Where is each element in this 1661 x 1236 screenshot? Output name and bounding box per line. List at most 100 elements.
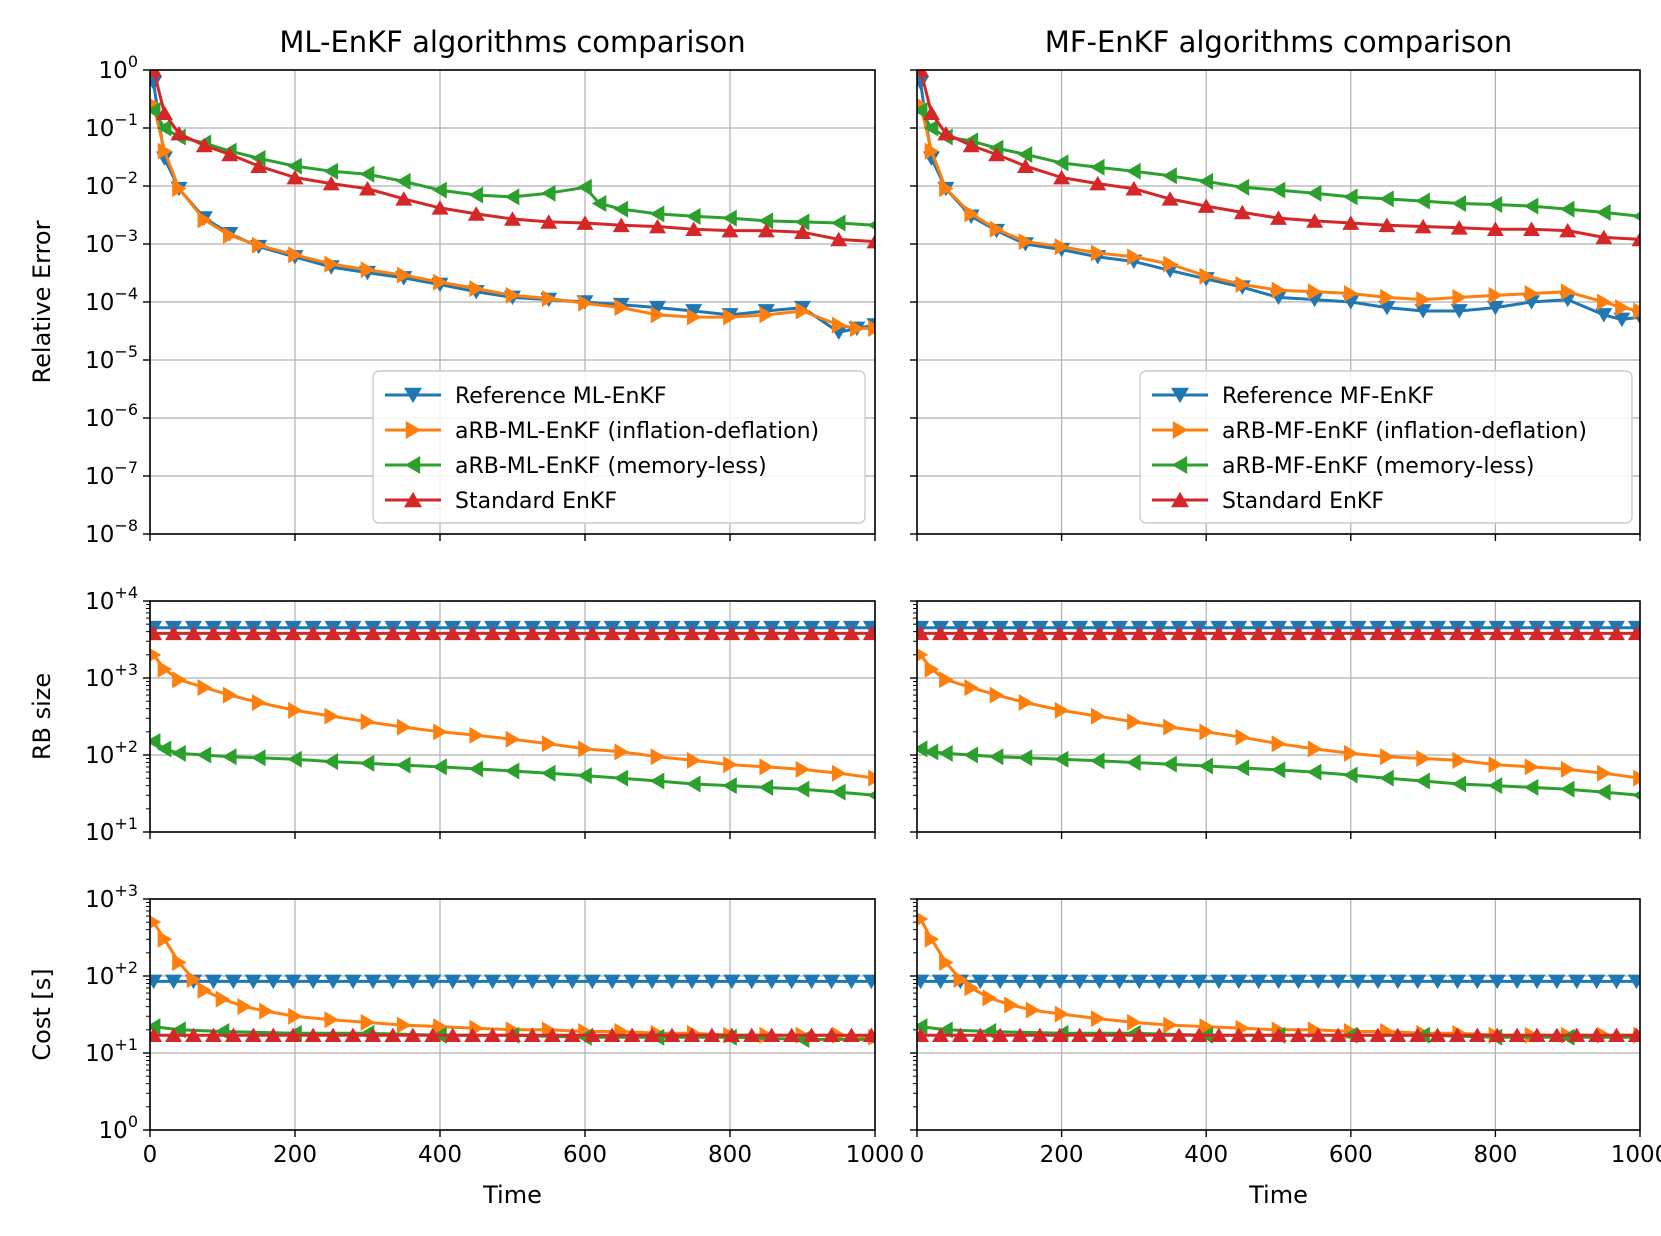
legend-label: aRB-MF-EnKF (memory-less) bbox=[1222, 454, 1535, 479]
legend-marker-reference-ml-enkf bbox=[404, 387, 422, 404]
data-point-reference-mf-enkf bbox=[971, 974, 989, 990]
data-point-standard-enkf bbox=[1230, 625, 1248, 641]
data-point-standard-enkf bbox=[1170, 1027, 1188, 1043]
data-point-standard-enkf bbox=[244, 625, 262, 641]
data-point-reference-mf-enkf bbox=[1378, 300, 1396, 316]
data-point-standard-enkf bbox=[504, 625, 521, 641]
data-point-reference-ml-enkf bbox=[743, 974, 761, 990]
data-point-arb-mf-enkf-inflation-deflation bbox=[1090, 1010, 1106, 1028]
data-point-arb-ml-enkf-inflation-deflation bbox=[172, 671, 187, 689]
data-point-standard-enkf bbox=[1091, 1027, 1109, 1043]
data-point-reference-ml-enkf bbox=[150, 974, 163, 990]
y-tick-base: 10 bbox=[85, 1041, 114, 1067]
legend: Reference MF-EnKF aRB-MF-EnKF (inflation-… bbox=[1139, 370, 1633, 524]
data-point-standard-enkf bbox=[1011, 625, 1029, 641]
data-point-standard-enkf bbox=[1289, 1027, 1307, 1043]
data-point-standard-enkf bbox=[484, 625, 502, 641]
data-point-arb-mf-enkf-memory-less bbox=[1053, 750, 1069, 768]
data-point-standard-enkf bbox=[523, 625, 541, 641]
data-point-standard-enkf bbox=[663, 1027, 681, 1043]
data-point-arb-ml-enkf-memory-less bbox=[287, 750, 302, 768]
data-point-arb-mf-enkf-inflation-deflation bbox=[1524, 285, 1540, 303]
data-point-standard-enkf bbox=[224, 625, 242, 641]
data-point-arb-ml-enkf-memory-less bbox=[251, 749, 266, 767]
series-group bbox=[150, 915, 875, 1048]
data-point-reference-ml-enkf bbox=[404, 974, 422, 990]
data-point-standard-enkf bbox=[783, 1027, 801, 1043]
data-point-standard-enkf bbox=[324, 625, 342, 641]
data-point-arb-ml-enkf-inflation-deflation bbox=[868, 769, 875, 787]
data-point-standard-enkf bbox=[395, 191, 413, 206]
data-point-reference-ml-enkf bbox=[364, 974, 382, 990]
data-point-arb-mf-enkf-memory-less bbox=[1126, 753, 1141, 771]
data-point-reference-ml-enkf bbox=[204, 974, 222, 990]
y-tick-exponent: −5 bbox=[114, 342, 138, 361]
data-point-standard-enkf bbox=[170, 125, 188, 141]
data-point-arb-ml-enkf-inflation-deflation bbox=[251, 236, 267, 254]
data-point-arb-ml-enkf-inflation-deflation bbox=[259, 1002, 274, 1020]
data-point-standard-enkf bbox=[344, 1027, 362, 1043]
data-point-standard-enkf bbox=[543, 1027, 561, 1043]
data-point-standard-enkf bbox=[185, 1027, 202, 1043]
data-point-reference-ml-enkf bbox=[344, 974, 362, 990]
data-point-arb-mf-enkf-inflation-deflation bbox=[924, 930, 940, 948]
panel-rb-ml: 10+410+310+210+1RB size bbox=[28, 583, 876, 846]
data-point-reference-ml-enkf bbox=[703, 974, 721, 990]
data-point-standard-enkf bbox=[540, 214, 558, 229]
data-point-arb-ml-enkf-memory-less bbox=[222, 748, 237, 766]
axes-frame bbox=[149, 898, 876, 1131]
data-point-arb-mf-enkf-inflation-deflation bbox=[1633, 769, 1640, 787]
data-point-standard-enkf bbox=[951, 1027, 969, 1043]
y-tick-label: 10+3 bbox=[85, 660, 138, 692]
data-point-arb-mf-enkf-memory-less bbox=[1487, 195, 1503, 213]
y-tick-label: 10−8 bbox=[85, 516, 138, 548]
data-point-arb-ml-enkf-memory-less bbox=[468, 186, 484, 204]
data-point-arb-mf-enkf-inflation-deflation bbox=[1127, 248, 1142, 266]
data-point-standard-enkf bbox=[1051, 625, 1069, 641]
data-point-reference-mf-enkf bbox=[917, 974, 930, 990]
data-point-arb-mf-enkf-memory-less bbox=[1487, 777, 1503, 795]
data-point-arb-ml-enkf-memory-less bbox=[251, 149, 266, 167]
data-point-reference-ml-enkf bbox=[384, 974, 402, 990]
legend-marker-standard-enkf bbox=[1171, 491, 1189, 508]
data-point-reference-ml-enkf bbox=[444, 974, 462, 990]
data-point-arb-ml-enkf-inflation-deflation bbox=[723, 756, 738, 774]
data-point-arb-mf-enkf-inflation-deflation bbox=[917, 912, 929, 926]
data-point-standard-enkf bbox=[284, 625, 302, 641]
data-point-reference-mf-enkf bbox=[1488, 974, 1506, 990]
data-point-standard-enkf bbox=[1389, 1027, 1407, 1043]
data-point-standard-enkf bbox=[783, 625, 801, 641]
data-point-standard-enkf bbox=[612, 217, 630, 233]
data-point-arb-ml-enkf-inflation-deflation bbox=[759, 306, 774, 324]
y-axis-label: RB size bbox=[28, 673, 56, 760]
data-point-arb-ml-enkf-inflation-deflation bbox=[723, 308, 738, 326]
data-point-arb-ml-enkf-inflation-deflation bbox=[360, 713, 376, 731]
data-point-arb-ml-enkf-inflation-deflation bbox=[433, 723, 448, 741]
data-point-reference-mf-enkf bbox=[1608, 974, 1626, 990]
data-point-arb-ml-enkf-inflation-deflation bbox=[650, 748, 666, 766]
data-point-arb-ml-enkf-inflation-deflation bbox=[396, 1016, 412, 1034]
x-tick-label: 800 bbox=[708, 1142, 752, 1168]
data-point-arb-ml-enkf-memory-less bbox=[156, 740, 172, 758]
data-point-arb-ml-enkf-inflation-deflation bbox=[850, 319, 865, 337]
data-point-reference-mf-enkf bbox=[1548, 974, 1566, 990]
data-point-arb-ml-enkf-memory-less bbox=[867, 790, 875, 800]
data-point-standard-enkf bbox=[404, 625, 422, 641]
data-point-arb-ml-enkf-inflation-deflation bbox=[157, 142, 173, 160]
data-point-arb-ml-enkf-inflation-deflation bbox=[172, 953, 187, 971]
legend-box bbox=[372, 370, 866, 524]
data-point-arb-ml-enkf-inflation-deflation bbox=[324, 1011, 339, 1029]
data-point-standard-enkf bbox=[1409, 625, 1427, 641]
data-point-arb-ml-enkf-memory-less bbox=[150, 732, 161, 750]
data-point-arb-mf-enkf-inflation-deflation bbox=[1054, 238, 1070, 256]
data-point-standard-enkf bbox=[467, 206, 485, 221]
data-point-reference-mf-enkf bbox=[1389, 974, 1407, 990]
data-point-standard-enkf bbox=[917, 1027, 930, 1043]
data-point-standard-enkf bbox=[1528, 625, 1546, 641]
data-point-reference-ml-enkf bbox=[424, 974, 442, 990]
data-point-reference-ml-enkf bbox=[649, 300, 666, 316]
data-point-arb-ml-enkf-inflation-deflation bbox=[215, 990, 231, 1008]
x-tick-label: 400 bbox=[1184, 1142, 1228, 1168]
y-tick-base: 10 bbox=[85, 820, 114, 846]
data-point-arb-mf-enkf-inflation-deflation bbox=[1416, 750, 1431, 768]
